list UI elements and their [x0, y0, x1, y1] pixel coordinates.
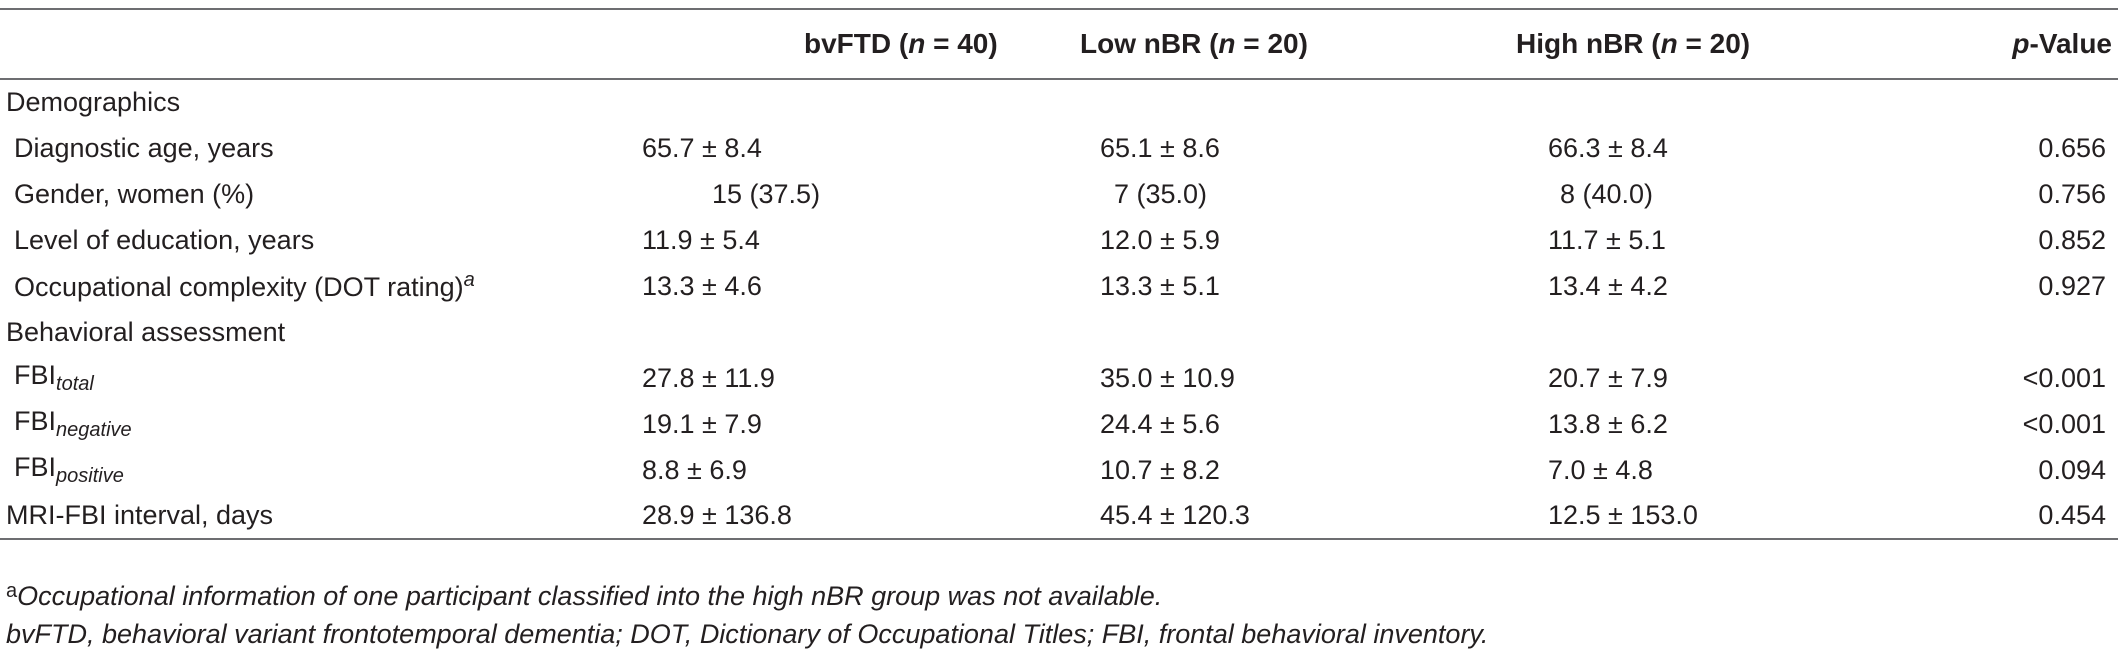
- table-row: Diagnostic age, years 65.7 ± 8.4 65.1 ± …: [0, 125, 2118, 171]
- cell-low-nbr: 7 (35.0): [1114, 178, 1208, 209]
- table-row: Level of education, years 11.9 ± 5.4 12.…: [0, 217, 2118, 263]
- table-row: FBItotal 27.8 ± 11.9 35.0 ± 10.9 20.7 ± …: [0, 355, 2118, 401]
- cell-low-nbr: 65.1 ± 8.6: [1100, 132, 1220, 163]
- table-row: FBInegative 19.1 ± 7.9 24.4 ± 5.6 13.8 ±…: [0, 401, 2118, 447]
- header-high-nbr: High nBR (n = 20): [1516, 28, 1751, 59]
- table-row: MRI-FBI interval, days 28.9 ± 136.8 45.4…: [0, 493, 2118, 539]
- section-row-demographics: Demographics: [0, 79, 2118, 125]
- row-label: MRI-FBI interval, days: [6, 500, 274, 530]
- cell-low-nbr: 35.0 ± 10.9: [1100, 362, 1235, 393]
- cell-high-nbr: 13.4 ± 4.2: [1548, 270, 1668, 301]
- cell-bvftd: 65.7 ± 8.4: [642, 132, 762, 163]
- cell-bvftd: 28.9 ± 136.8: [642, 500, 792, 530]
- cell-high-nbr: 8 (40.0): [1560, 178, 1654, 209]
- cell-bvftd: 11.9 ± 5.4: [642, 224, 760, 255]
- table-row: FBIpositive 8.8 ± 6.9 10.7 ± 8.2 7.0 ± 4…: [0, 447, 2118, 493]
- section-label: Behavioral assessment: [6, 316, 286, 347]
- cell-p-value: 0.656: [2038, 132, 2106, 163]
- header-bvftd: bvFTD (n = 40): [804, 28, 998, 59]
- table-row: Gender, women (%) 15 (37.5) 7 (35.0) 8 (…: [0, 171, 2118, 217]
- footnote-mark: a: [6, 580, 18, 602]
- section-row-behavioral: Behavioral assessment: [0, 309, 2118, 355]
- cell-high-nbr: 13.8 ± 6.2: [1548, 408, 1668, 439]
- cell-high-nbr: 12.5 ± 153.0: [1548, 500, 1698, 530]
- abbreviations-note: bvFTD, behavioral variant frontotemporal…: [6, 619, 1489, 649]
- row-label: Level of education, years: [14, 224, 315, 255]
- cell-high-nbr: 11.7 ± 5.1: [1548, 224, 1666, 255]
- footnote: aOccupational information of one partici…: [6, 572, 1488, 615]
- table-row: Occupational complexity (DOT rating)a 13…: [0, 263, 2118, 309]
- cell-low-nbr: 45.4 ± 120.3: [1100, 500, 1250, 530]
- cell-low-nbr: 24.4 ± 5.6: [1100, 408, 1220, 439]
- row-label: FBInegative: [14, 406, 132, 441]
- header-p-value: p-Value: [2012, 28, 2112, 59]
- cell-p-value: 0.094: [2038, 454, 2106, 485]
- cell-high-nbr: 20.7 ± 7.9: [1548, 362, 1668, 393]
- cell-bvftd: 15 (37.5): [712, 178, 821, 209]
- cell-p-value: 0.852: [2038, 224, 2106, 255]
- row-label: FBIpositive: [14, 452, 124, 487]
- cell-p-value: 0.454: [2038, 500, 2106, 530]
- cell-bvftd: 27.8 ± 11.9: [642, 362, 775, 393]
- cell-low-nbr: 12.0 ± 5.9: [1100, 224, 1220, 255]
- cell-low-nbr: 10.7 ± 8.2: [1100, 454, 1220, 485]
- row-label: Occupational complexity (DOT rating)a: [14, 269, 475, 302]
- row-label: Gender, women (%): [14, 178, 255, 209]
- row-label: FBItotal: [14, 360, 94, 395]
- footnote-marker: a: [463, 269, 475, 291]
- cell-p-value: 0.927: [2038, 270, 2106, 301]
- demographics-table-wrapper: bvFTD (n = 40) Low nBR (n = 20) High nBR…: [0, 8, 2118, 540]
- cell-p-value: <0.001: [2022, 362, 2106, 393]
- header-blank: [0, 9, 560, 79]
- cell-p-value: 0.756: [2038, 178, 2106, 209]
- cell-high-nbr: 7.0 ± 4.8: [1548, 454, 1653, 485]
- cell-high-nbr: 66.3 ± 8.4: [1548, 132, 1668, 163]
- cell-bvftd: 19.1 ± 7.9: [642, 408, 762, 439]
- table-notes: aOccupational information of one partici…: [6, 572, 1488, 653]
- cell-bvftd: 8.8 ± 6.9: [642, 454, 747, 485]
- footnote-text: Occupational information of one particip…: [17, 581, 1163, 611]
- cell-low-nbr: 13.3 ± 5.1: [1100, 270, 1220, 301]
- section-label: Demographics: [6, 87, 181, 117]
- cell-p-value: <0.001: [2022, 408, 2106, 439]
- demographics-table: bvFTD (n = 40) Low nBR (n = 20) High nBR…: [0, 8, 2118, 540]
- row-label: Diagnostic age, years: [14, 132, 274, 163]
- header-row: bvFTD (n = 40) Low nBR (n = 20) High nBR…: [0, 9, 2118, 79]
- cell-bvftd: 13.3 ± 4.6: [642, 270, 762, 301]
- header-low-nbr: Low nBR (n = 20): [1080, 28, 1308, 59]
